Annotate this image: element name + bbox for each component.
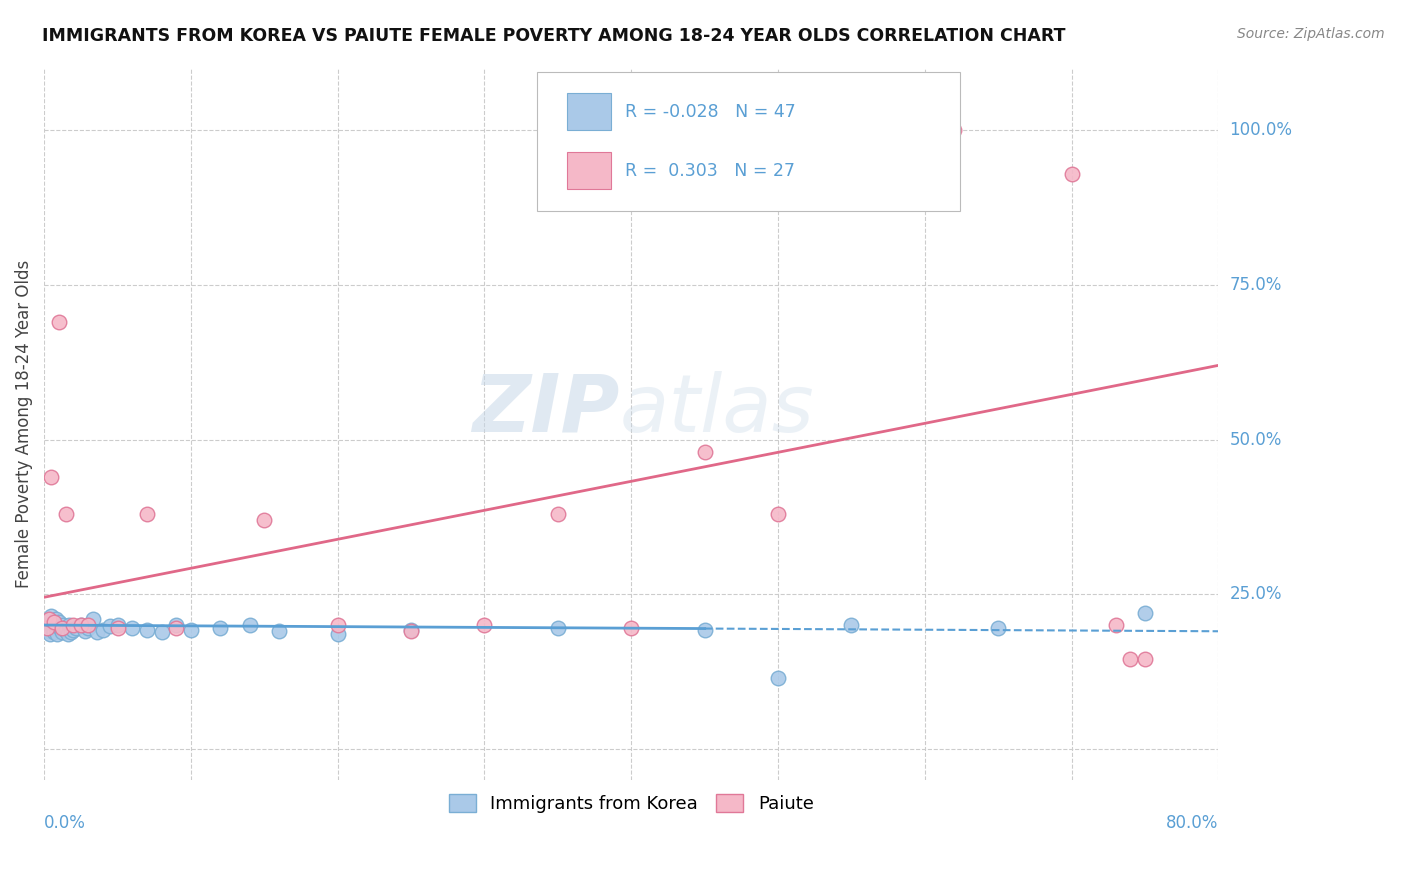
Point [150,625,173,640]
Point [326,627,349,641]
Point [399,623,422,637]
Point [51,625,73,640]
Text: 100.0%: 100.0% [1230,121,1292,139]
Point [42,623,65,637]
Point [86,625,108,640]
Point [547,621,569,635]
Point [51,621,73,635]
Point [841,123,863,137]
Text: 0.0%: 0.0% [44,814,86,832]
Point [209,621,232,635]
Text: 25.0%: 25.0% [1230,585,1282,603]
Point [547,507,569,521]
Point [41,608,63,623]
Point [165,621,187,635]
Text: 80.0%: 80.0% [1166,814,1219,832]
Point [46,627,69,641]
FancyBboxPatch shape [567,94,612,130]
Point [165,618,187,632]
Legend: Immigrants from Korea, Paiute: Immigrants from Korea, Paiute [441,787,821,821]
Point [766,507,789,521]
Point [69,618,91,632]
Point [180,623,202,637]
Point [1119,652,1142,666]
Point [693,623,716,637]
Point [44,615,66,629]
Point [56,627,79,641]
Point [107,621,129,635]
Text: R =  0.303   N = 27: R = 0.303 N = 27 [626,162,796,180]
Point [474,618,496,632]
Point [62,623,84,637]
FancyBboxPatch shape [567,153,612,189]
Text: ZIP: ZIP [472,371,620,449]
Point [58,618,80,632]
Text: IMMIGRANTS FROM KOREA VS PAIUTE FEMALE POVERTY AMONG 18-24 YEAR OLDS CORRELATION: IMMIGRANTS FROM KOREA VS PAIUTE FEMALE P… [42,27,1066,45]
Point [38,612,60,626]
Point [35,621,58,635]
Point [48,315,70,329]
Text: 50.0%: 50.0% [1230,431,1282,449]
Point [326,618,349,632]
Point [44,625,66,640]
Point [987,621,1010,635]
Point [841,618,863,632]
Point [52,618,75,632]
Point [82,612,104,626]
Point [41,618,63,632]
Point [77,621,100,635]
Point [98,619,121,633]
Point [620,621,643,635]
Y-axis label: Female Poverty Among 18-24 Year Olds: Female Poverty Among 18-24 Year Olds [15,260,32,588]
Point [239,618,262,632]
Point [135,507,157,521]
Point [55,621,77,635]
Text: 75.0%: 75.0% [1230,276,1282,294]
Point [1105,618,1128,632]
Point [44,615,66,629]
Point [69,618,91,632]
Point [1133,652,1156,666]
Text: R = -0.028   N = 47: R = -0.028 N = 47 [626,103,796,121]
Point [91,623,114,637]
Point [1060,167,1083,181]
Point [693,445,716,459]
Point [65,621,87,635]
Point [1133,606,1156,620]
Point [45,621,67,635]
Point [46,618,69,632]
Point [121,621,143,635]
Point [53,623,76,637]
Point [766,671,789,685]
Point [943,123,966,137]
Point [55,507,77,521]
Point [41,469,63,483]
Point [35,621,58,635]
Point [253,513,276,527]
Point [45,612,67,626]
Point [48,615,70,629]
Point [75,624,97,639]
Text: atlas: atlas [620,371,814,449]
FancyBboxPatch shape [537,72,960,211]
Point [59,625,82,640]
Text: Source: ZipAtlas.com: Source: ZipAtlas.com [1237,27,1385,41]
Point [39,627,62,641]
Point [77,618,100,632]
Point [38,624,60,639]
Point [267,624,290,639]
Point [107,618,129,632]
Point [62,618,84,632]
Point [399,624,422,639]
Point [49,621,72,635]
Point [135,623,157,637]
